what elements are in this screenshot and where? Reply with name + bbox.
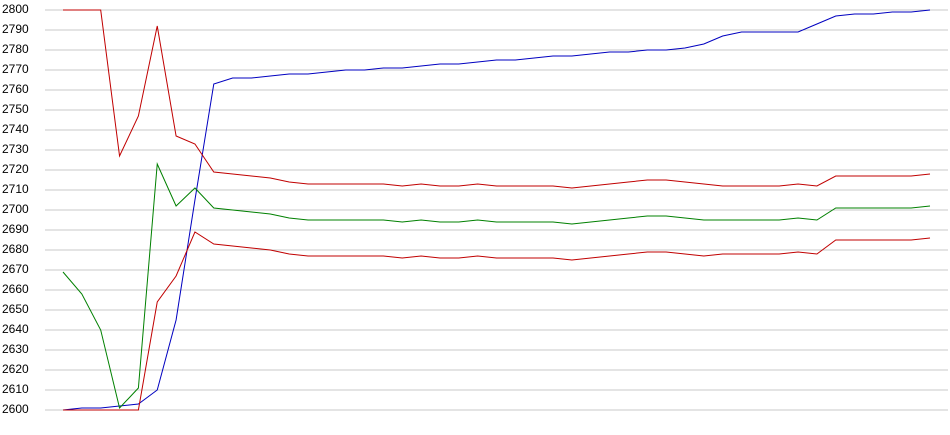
y-tick-label: 2750	[2, 102, 29, 116]
y-tick-label: 2690	[2, 222, 29, 236]
y-tick-label: 2610	[2, 382, 29, 396]
series-line	[63, 231, 931, 411]
series-line	[63, 9, 931, 189]
y-tick-label: 2680	[2, 242, 29, 256]
y-tick-label: 2790	[2, 22, 29, 36]
y-tick-label: 2630	[2, 342, 29, 356]
y-tick-label: 2710	[2, 182, 29, 196]
y-tick-label: 2770	[2, 62, 29, 76]
y-tick-label: 2740	[2, 122, 29, 136]
y-tick-label: 2730	[2, 142, 29, 156]
y-tick-label: 2720	[2, 162, 29, 176]
y-tick-label: 2780	[2, 42, 29, 56]
y-tick-label: 2600	[2, 402, 29, 416]
y-tick-label: 2760	[2, 82, 29, 96]
y-tick-label: 2660	[2, 282, 29, 296]
y-tick-label: 2670	[2, 262, 29, 276]
y-tick-label: 2800	[2, 2, 29, 16]
y-tick-label: 2620	[2, 362, 29, 376]
series-line	[62, 9, 931, 411]
y-tick-label: 2700	[2, 202, 29, 216]
y-tick-label: 2640	[2, 322, 29, 336]
series-line	[62, 162, 931, 410]
y-tick-label: 2650	[2, 302, 29, 316]
